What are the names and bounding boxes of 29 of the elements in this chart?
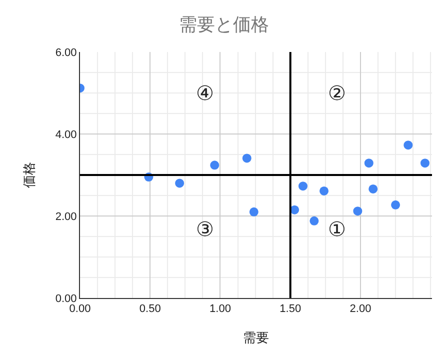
point [298, 182, 308, 191]
x-tick-label: 0.50 [139, 303, 161, 316]
annotation: ① [328, 219, 346, 241]
x-tick-label: 0.00 [69, 303, 91, 316]
point [420, 158, 430, 168]
point [404, 140, 413, 150]
point [175, 178, 184, 188]
x-axis-title: 需要 [243, 330, 269, 345]
point [353, 206, 362, 216]
point [242, 154, 252, 163]
x-tick-label: 2.00 [350, 303, 372, 316]
point [210, 160, 220, 170]
point [310, 216, 319, 226]
y-tick-label: 0.00 [55, 292, 77, 305]
point [364, 158, 374, 168]
annotation: ③ [196, 219, 214, 241]
y-tick-label: 6.00 [55, 46, 77, 59]
point [368, 184, 378, 194]
y-tick-label: 4.00 [55, 128, 77, 141]
point [320, 186, 329, 196]
point [249, 207, 258, 216]
annotation: ② [328, 83, 346, 105]
x-tick-label: 1.00 [210, 303, 231, 316]
chart-title: 需要と価格 [179, 14, 269, 35]
y-axis-title: 価格 [21, 162, 36, 188]
x-tick-label: 1.50 [280, 303, 302, 316]
annotation: ④ [196, 83, 214, 105]
y-tick-label: 2.00 [55, 210, 77, 223]
point [391, 200, 400, 210]
